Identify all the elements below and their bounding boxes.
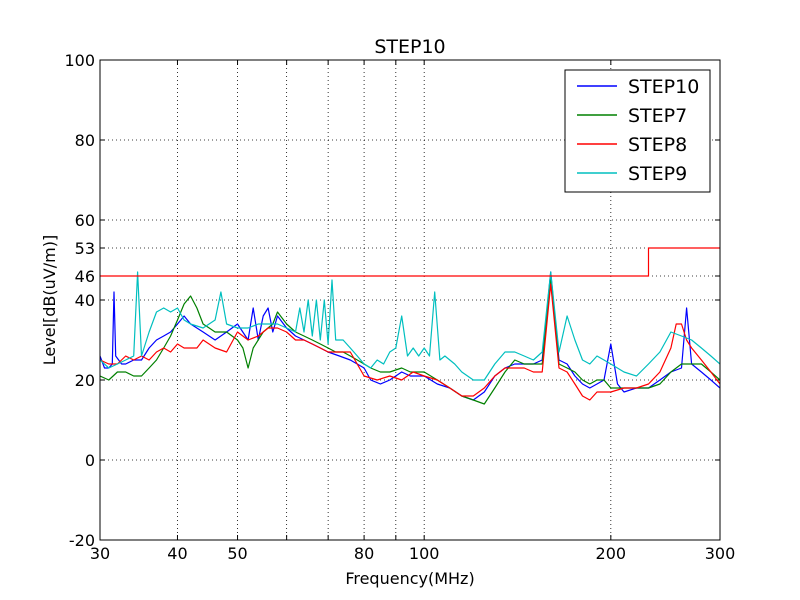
- y-tick-label: 40: [75, 291, 95, 310]
- legend: STEP10 STEP7 STEP8 STEP9: [564, 69, 711, 193]
- x-tick-label: 50: [227, 544, 247, 563]
- y-tick-label: 100: [64, 51, 95, 70]
- y-tick-label: 0: [85, 451, 95, 470]
- y-axis-ticks: -20 0 20 40 46 53 60 80 100: [64, 51, 720, 550]
- legend-label-step7: STEP7: [628, 105, 687, 127]
- x-tick-label: 300: [705, 544, 736, 563]
- limit-line: [100, 247, 720, 277]
- chart-title: STEP10: [374, 36, 445, 58]
- series-lines: [100, 247, 720, 405]
- legend-label-step8: STEP8: [628, 134, 687, 156]
- legend-box: [564, 69, 711, 193]
- y-tick-label: 20: [75, 371, 95, 390]
- y-axis-label: Level[dB(uV/m)]: [40, 235, 59, 365]
- plot-frame: [99, 59, 721, 541]
- series-line-step10: [100, 271, 720, 401]
- y-tick-label: 60: [75, 211, 95, 230]
- x-tick-label: 40: [167, 544, 187, 563]
- series-line-step9: [100, 271, 720, 381]
- series-line-step7: [100, 279, 720, 405]
- y-tick-label: 46: [75, 267, 95, 286]
- x-tick-label: 30: [90, 544, 110, 563]
- y-tick-label: 80: [75, 131, 95, 150]
- x-tick-label: 100: [409, 544, 440, 563]
- plot-area: [100, 247, 720, 405]
- x-tick-label: 200: [596, 544, 627, 563]
- legend-label-step10: STEP10: [628, 76, 699, 98]
- legend-label-step9: STEP9: [628, 163, 687, 185]
- y-tick-label: 53: [75, 239, 95, 258]
- y-tick-label: -20: [69, 531, 95, 550]
- x-axis-label: Frequency(MHz): [345, 569, 474, 588]
- series-line-step8: [100, 283, 720, 401]
- x-tick-label: 80: [354, 544, 374, 563]
